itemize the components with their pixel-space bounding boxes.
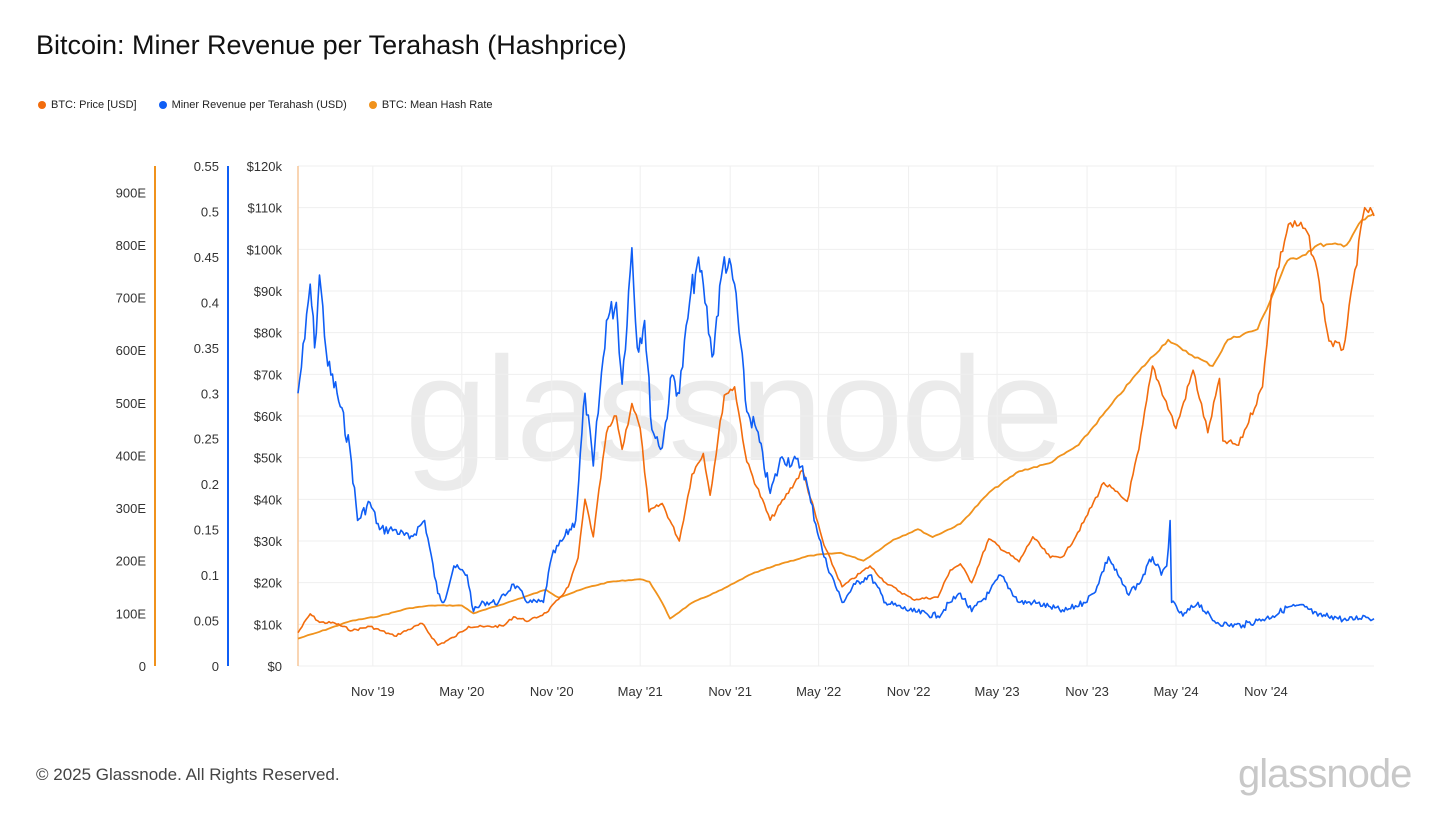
revenue-tick-label: 0.5 [201, 204, 219, 219]
chart-legend: BTC: Price [USD] Miner Revenue per Terah… [38, 99, 493, 111]
price-tick-label: $70k [254, 367, 283, 382]
watermark-logo: glassnode [405, 327, 1064, 492]
price-tick-label: $10k [254, 617, 283, 632]
x-tick-label: Nov '23 [1065, 684, 1109, 699]
hashrate-tick-label: 700E [116, 291, 147, 306]
revenue-tick-label: 0.2 [201, 477, 219, 492]
x-tick-label: May '22 [796, 684, 841, 699]
copyright-footer: © 2025 Glassnode. All Rights Reserved. [36, 765, 340, 784]
x-tick-label: May '20 [439, 684, 484, 699]
hashrate-tick-label: 100E [116, 606, 147, 621]
revenue-tick-label: 0.25 [194, 432, 219, 447]
price-tick-label: $90k [254, 284, 283, 299]
price-line [297, 206, 1375, 646]
revenue-tick-label: 0.45 [194, 250, 219, 265]
x-tick-label: Nov '24 [1244, 684, 1288, 699]
price-tick-label: $110k [248, 201, 283, 216]
chart-title: Bitcoin: Miner Revenue per Terahash (Has… [36, 30, 627, 60]
price-tick-label: $120k [247, 159, 283, 174]
price-tick-label: $30k [254, 534, 283, 549]
legend-label-revenue: Miner Revenue per Terahash (USD) [171, 99, 347, 111]
revenue-line [297, 247, 1375, 629]
hashrate-tick-label: 200E [116, 554, 147, 569]
x-tick-label: May '21 [618, 684, 663, 699]
brand-logo: glassnode [1238, 752, 1412, 796]
legend-dot-revenue [158, 101, 167, 109]
x-tick-label: Nov '19 [351, 684, 395, 699]
legend-item-revenue[interactable]: Miner Revenue per Terahash (USD) [158, 99, 347, 111]
x-tick-label: May '23 [975, 684, 1020, 699]
revenue-tick-label: 0.05 [194, 614, 219, 629]
hashrate-tick-label: 400E [116, 448, 147, 463]
hashrate-tick-label: 600E [116, 343, 147, 358]
legend-item-hashrate[interactable]: BTC: Mean Hash Rate [368, 99, 493, 111]
revenue-tick-label: 0 [212, 659, 219, 674]
price-tick-label: $80k [254, 326, 283, 341]
hashrate-tick-label: 300E [116, 501, 147, 516]
price-tick-label: $0 [268, 659, 282, 674]
hashrate-tick-label: 900E [116, 185, 147, 200]
price-tick-label: $40k [254, 492, 283, 507]
x-tick-label: Nov '20 [530, 684, 574, 699]
price-tick-label: $60k [254, 409, 283, 424]
legend-label-price: BTC: Price [USD] [51, 99, 137, 111]
x-tick-label: Nov '22 [887, 684, 931, 699]
hashrate-tick-label: 500E [116, 396, 147, 411]
price-tick-label: $100k [247, 242, 283, 257]
revenue-tick-label: 0.35 [194, 341, 219, 356]
legend-item-price[interactable]: BTC: Price [USD] [38, 99, 137, 111]
x-tick-label: May '24 [1153, 684, 1198, 699]
hashrate-tick-label: 0 [139, 659, 146, 674]
revenue-tick-label: 0.3 [201, 386, 219, 401]
hashrate-line [297, 212, 1375, 640]
legend-label-hashrate: BTC: Mean Hash Rate [381, 99, 493, 111]
price-tick-label: $20k [254, 576, 283, 591]
hashrate-tick-label: 800E [116, 238, 147, 253]
legend-dot-price [38, 101, 46, 109]
revenue-tick-label: 0.55 [194, 159, 219, 174]
price-tick-label: $50k [254, 451, 283, 466]
revenue-tick-label: 0.15 [194, 523, 219, 538]
revenue-tick-label: 0.4 [201, 295, 219, 310]
x-tick-label: Nov '21 [708, 684, 752, 699]
legend-dot-hashrate [368, 101, 377, 109]
revenue-tick-label: 0.1 [201, 568, 219, 583]
